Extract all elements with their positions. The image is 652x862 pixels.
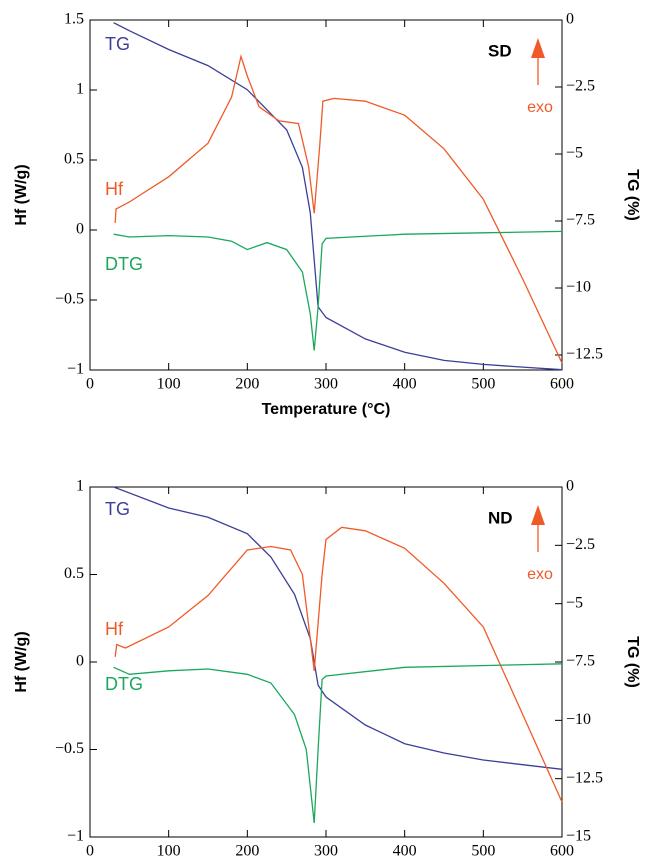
x-tick-label: 500 [471, 376, 495, 393]
series-label: TG [105, 499, 130, 519]
series-line [113, 22, 563, 371]
x-tick-label: 400 [393, 376, 417, 393]
y2-tick-label: −15 [566, 828, 591, 845]
annotation: ND [488, 508, 513, 527]
series-label: Hf [105, 179, 124, 199]
series-label: TG [105, 34, 130, 54]
y-tick-label: 0.5 [64, 565, 84, 582]
y2-tick-label: −7.5 [566, 653, 595, 670]
series-line [114, 53, 563, 364]
y-axis-label: Hf (W/g) [13, 631, 30, 692]
series-label: DTG [105, 254, 143, 274]
series-line [113, 663, 563, 824]
x-tick-label: 300 [314, 843, 338, 860]
y-tick-label: −0.5 [55, 740, 84, 757]
x-tick-label: 0 [86, 376, 94, 393]
x-tick-label: 500 [471, 843, 495, 860]
series-line [113, 486, 563, 770]
y-axis-label: Hf (W/g) [13, 164, 30, 225]
series-line [114, 526, 563, 803]
exo-arrowhead [531, 505, 545, 525]
y-tick-label: 0 [76, 653, 84, 670]
y-tick-label: −1 [67, 361, 84, 378]
y-tick-label: 1 [76, 81, 84, 98]
x-tick-label: 0 [86, 843, 94, 860]
x-tick-label: 100 [157, 843, 181, 860]
y-tick-label: 1 [76, 478, 84, 495]
y2-axis-label: TG (%) [624, 169, 641, 221]
annotation: SD [488, 41, 512, 60]
x-tick-label: 600 [550, 843, 574, 860]
y2-tick-label: −5 [566, 145, 583, 162]
y2-tick-label: −7.5 [566, 212, 595, 229]
y2-axis-label: TG (%) [624, 636, 641, 688]
y2-tick-label: −2.5 [566, 78, 595, 95]
y2-tick-label: 0 [566, 478, 574, 495]
series-label: DTG [105, 674, 143, 694]
series-label: Hf [105, 619, 124, 639]
x-tick-label: 200 [235, 843, 259, 860]
y-tick-label: 0 [76, 221, 84, 238]
y2-tick-label: 0 [566, 11, 574, 28]
x-tick-label: 300 [314, 376, 338, 393]
direction-label: exo [527, 566, 553, 583]
y2-tick-label: −10 [566, 279, 591, 296]
direction-label: exo [527, 99, 553, 116]
x-tick-label: 400 [393, 843, 417, 860]
x-tick-label: 100 [157, 376, 181, 393]
y2-tick-label: −12.5 [566, 769, 603, 786]
series-line [113, 230, 563, 351]
y-tick-label: 0.5 [64, 151, 84, 168]
y2-tick-label: −12.5 [566, 346, 603, 363]
y-tick-label: −0.5 [55, 291, 84, 308]
x-tick-label: 200 [235, 376, 259, 393]
y2-tick-label: −2.5 [566, 536, 595, 553]
x-tick-label: 600 [550, 376, 574, 393]
y-tick-label: 1.5 [64, 11, 84, 28]
x-axis-label: Temperature (°C) [262, 401, 391, 418]
y2-tick-label: −10 [566, 711, 591, 728]
exo-arrowhead [531, 38, 545, 58]
y-tick-label: −1 [67, 828, 84, 845]
y2-tick-label: −5 [566, 594, 583, 611]
